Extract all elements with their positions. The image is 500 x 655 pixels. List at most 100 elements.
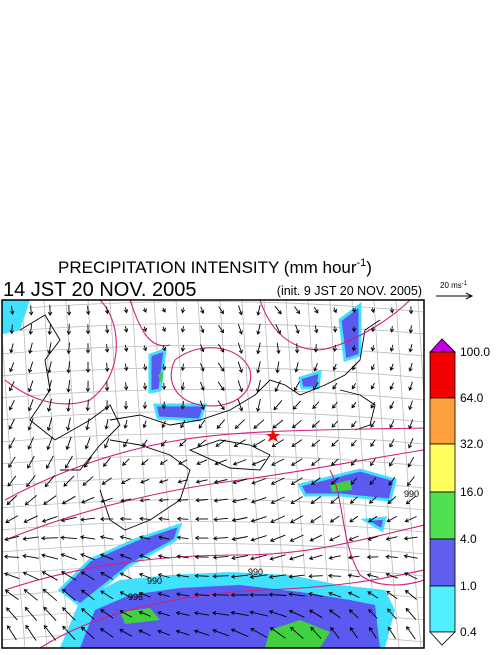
wind-arrow <box>309 534 322 542</box>
wind-arrow <box>350 458 357 466</box>
wind-arrow <box>290 515 304 523</box>
wind-arrow <box>311 458 321 466</box>
wind-arrow <box>232 478 247 485</box>
wind-arrow <box>328 591 342 598</box>
wind-arrow <box>180 382 186 391</box>
wind-arrow <box>8 456 16 468</box>
wind-arrow <box>274 380 281 393</box>
wind-arrow <box>249 574 268 580</box>
wind-arrow <box>217 400 225 411</box>
wind-arrow <box>308 609 323 619</box>
wind-arrow <box>157 629 171 636</box>
wind-arrow <box>308 591 324 598</box>
wind-arrow <box>198 419 206 429</box>
wind-arrow <box>230 574 249 579</box>
parallel <box>2 455 424 467</box>
parallel <box>2 433 424 445</box>
wind-arrow <box>268 574 287 580</box>
wind-arrow <box>388 476 396 486</box>
wind-arrow <box>199 400 205 411</box>
wind-arrow <box>368 496 377 504</box>
wind-arrow <box>290 496 304 504</box>
parallel <box>2 565 424 577</box>
wind-arrow <box>161 401 167 410</box>
init-time: (init. 9 JST 20 NOV. 2005) <box>277 284 422 298</box>
map-frame <box>1 299 425 649</box>
wind-arrow <box>43 495 57 505</box>
wind-arrow <box>139 516 150 521</box>
wind-arrow <box>308 574 323 579</box>
wind-arrow <box>142 326 147 333</box>
wind-arrow <box>142 439 148 448</box>
wind-arrow <box>385 536 398 541</box>
wind-arrow <box>195 516 209 522</box>
wind-arrow <box>104 325 110 334</box>
wind-arrow <box>193 611 210 616</box>
wind-arrow <box>8 437 16 449</box>
wind-arrow <box>294 306 301 315</box>
wind-arrow <box>268 592 287 597</box>
wind-arrow <box>370 307 376 314</box>
reference-vector-arrow <box>436 292 474 300</box>
wind-arrow <box>63 475 75 487</box>
wind-arrow <box>331 458 339 466</box>
wind-arrow <box>8 418 15 430</box>
colorbar-band <box>429 397 456 445</box>
wind-arrow <box>331 420 339 428</box>
wind-arrow <box>217 362 225 372</box>
colorbar-label: 4.0 <box>460 532 477 546</box>
wind-arrow <box>231 536 248 542</box>
wind-arrow <box>4 589 19 600</box>
wind-arrow <box>200 325 205 334</box>
wind-arrow <box>238 305 243 316</box>
wind-arrow <box>80 517 96 522</box>
wind-arrow <box>389 401 395 410</box>
map: 990 990 996 990 <box>2 300 424 648</box>
wind-arrow <box>408 306 414 315</box>
wind-arrow <box>332 382 338 390</box>
wind-arrow <box>66 417 71 432</box>
wind-arrow <box>291 439 303 447</box>
wind-arrow <box>330 626 340 639</box>
wind-arrow <box>7 475 17 487</box>
wind-arrow <box>273 400 283 411</box>
valid-time: 14 JST 20 NOV. 2005 <box>3 279 196 301</box>
wind-arrow <box>271 439 284 447</box>
wind-arrow <box>104 306 110 315</box>
wind-arrow <box>389 457 395 467</box>
precip-green <box>120 608 330 648</box>
wind-arrow <box>215 439 227 447</box>
colorbar-band <box>429 585 456 633</box>
wind-arrow <box>404 516 417 523</box>
wind-arrow <box>329 515 340 523</box>
wind-arrow <box>351 307 356 313</box>
wind-arrow <box>141 459 149 466</box>
wind-arrow <box>237 342 243 354</box>
colorbar-over <box>429 338 456 353</box>
wind-arrow <box>123 344 129 352</box>
wind-arrow <box>43 624 57 641</box>
wind-arrow <box>139 554 151 560</box>
wind-arrow <box>161 382 167 390</box>
wind-arrow <box>65 436 72 451</box>
wind-arrow <box>177 497 189 503</box>
wind-arrow <box>28 361 34 374</box>
wind-arrow <box>175 629 190 636</box>
wind-arrow <box>290 626 304 639</box>
wind-arrow <box>404 572 418 580</box>
wind-arrow <box>200 306 205 315</box>
wind-arrow <box>349 626 358 639</box>
wind-arrow <box>80 553 96 561</box>
parallel <box>2 411 424 423</box>
colorbar-label: 0.4 <box>460 625 477 639</box>
title-close: ) <box>366 258 372 277</box>
wind-arrow <box>176 535 189 540</box>
wind-arrow <box>387 626 397 640</box>
wind-arrow <box>351 326 357 333</box>
wind-arrow <box>249 610 268 617</box>
wind-arrow <box>348 609 359 619</box>
wind-arrow <box>256 361 261 374</box>
wind-arrow <box>65 455 73 469</box>
isobar <box>329 469 424 586</box>
wind-arrow <box>28 305 34 316</box>
